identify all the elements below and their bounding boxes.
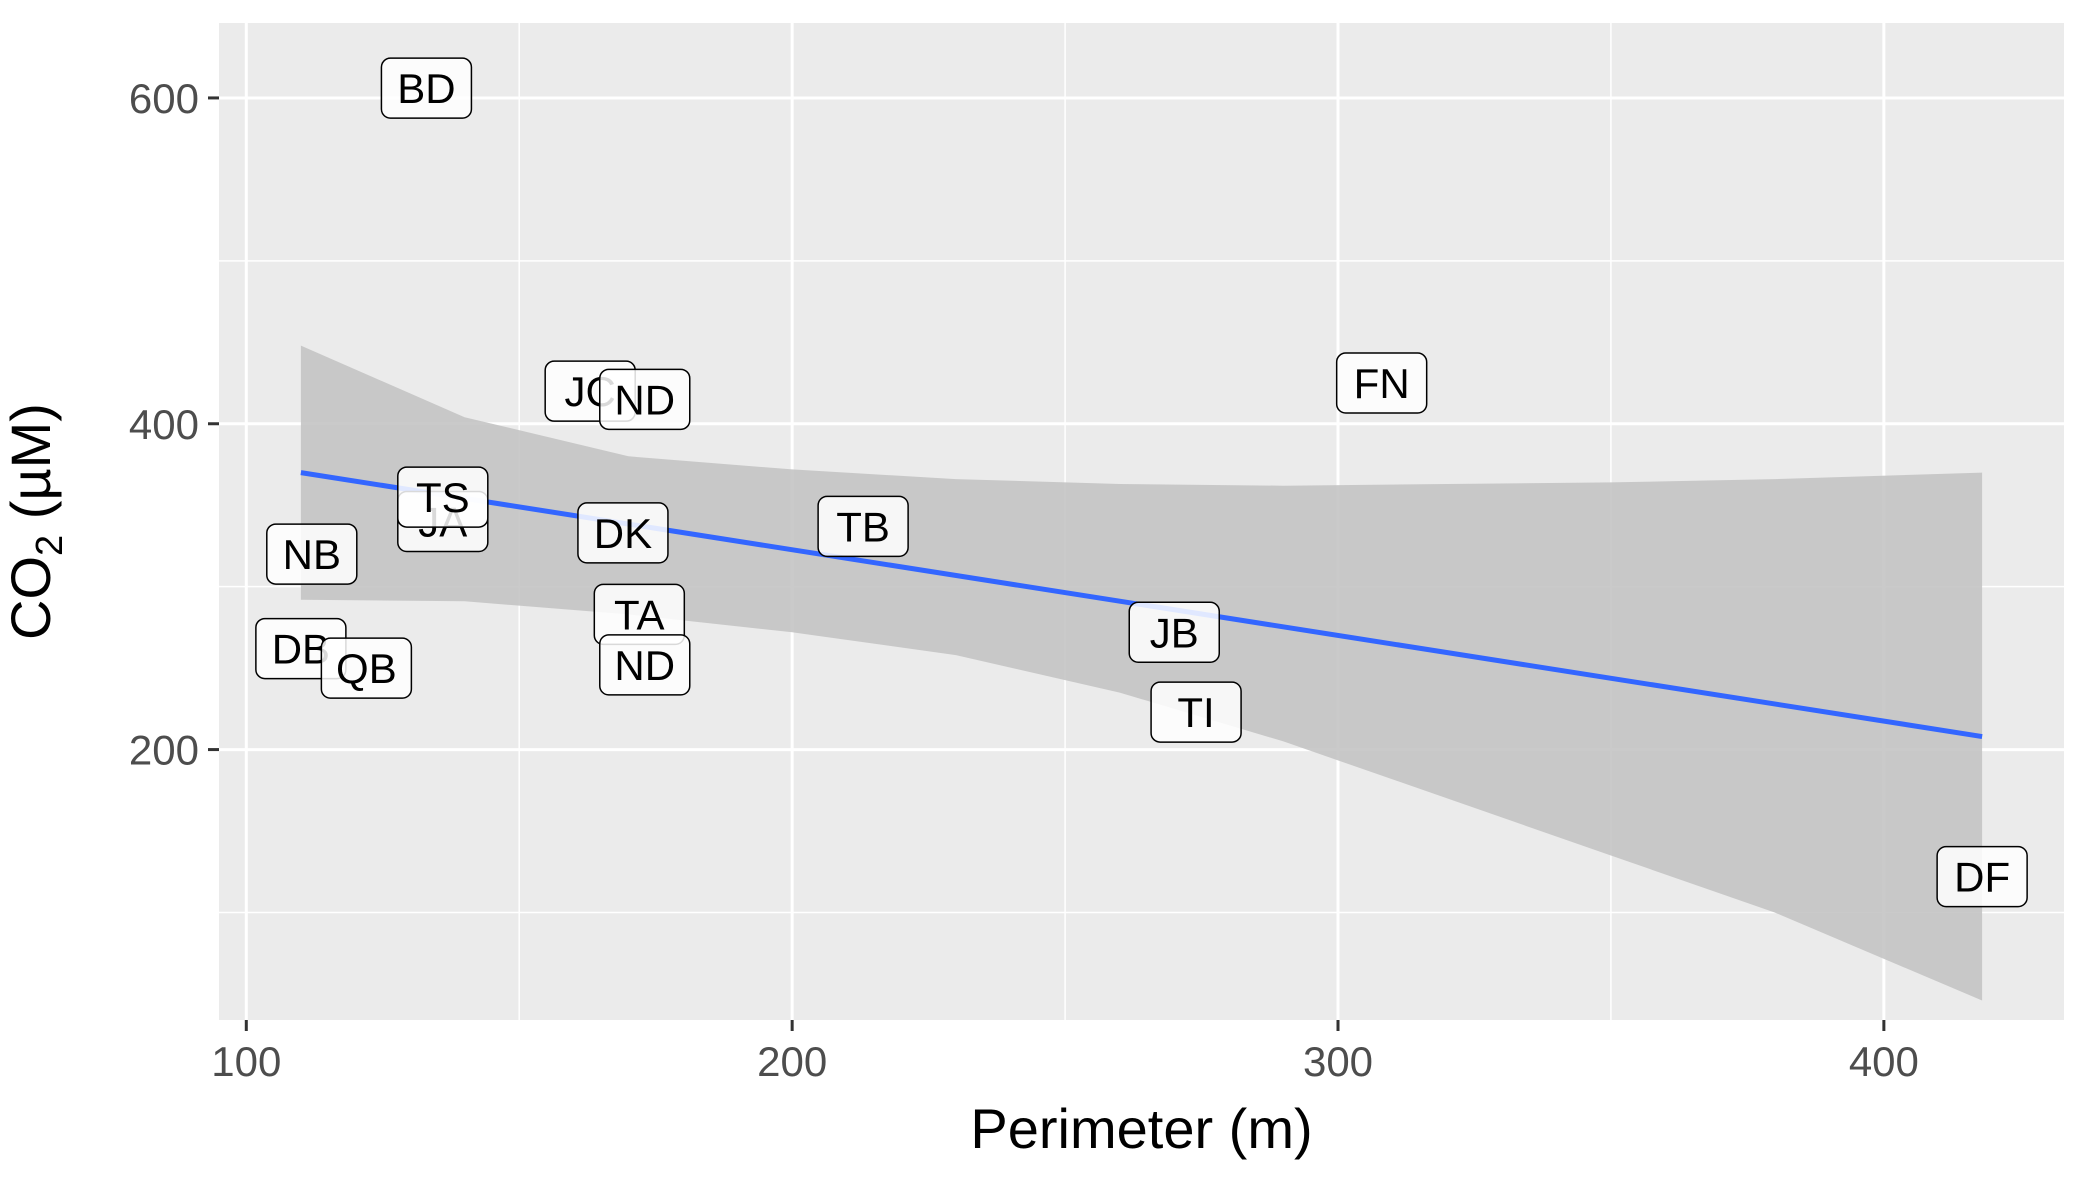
y-tick-label: 200 (129, 727, 199, 774)
x-tick-label: 200 (757, 1038, 827, 1085)
point-label-box (320, 637, 413, 699)
point-label-box (1150, 681, 1242, 743)
point-label-box (1335, 352, 1428, 414)
point-label-box (599, 368, 691, 431)
point-label-text: DK (594, 510, 652, 557)
point-label-text: TS (416, 474, 470, 521)
point-label-text: NB (283, 531, 341, 578)
data-point-7: DK (577, 502, 669, 564)
point-label-text: QB (336, 645, 397, 692)
point-label-text: JB (1150, 609, 1199, 656)
data-point-2: ND (599, 368, 691, 431)
point-label-box (380, 57, 473, 119)
point-label-text: TB (836, 503, 890, 550)
data-point-3: FN (1335, 352, 1428, 414)
point-label-text: TI (1177, 689, 1214, 736)
point-label-text: BD (397, 65, 455, 112)
y-axis-title-subscript: 2 (29, 535, 71, 556)
point-label-box (266, 523, 358, 585)
point-label-box (1936, 845, 2028, 908)
data-point-0: BD (380, 57, 473, 119)
data-point-15: DF (1936, 845, 2028, 908)
x-tick-label: 400 (1849, 1038, 1919, 1085)
data-point-9: TA (593, 583, 686, 646)
point-label-box (577, 502, 669, 564)
x-tick-label: 100 (211, 1038, 281, 1085)
y-tick-label: 600 (129, 75, 199, 122)
data-point-10: ND (599, 634, 691, 696)
y-axis-title-rest: (µM) (0, 403, 62, 535)
y-axis-title-base: CO (0, 556, 62, 640)
y-axis: 200 400 600 (129, 75, 219, 774)
x-axis-title: Perimeter (m) (970, 1097, 1312, 1160)
confidence-band (300, 345, 1983, 1001)
point-label-text: ND (614, 642, 675, 689)
point-label-text: TA (614, 591, 665, 638)
data-point-14: TI (1150, 681, 1242, 743)
x-tick-label: 300 (1303, 1038, 1373, 1085)
x-axis: 100 200 300 400 (211, 1020, 1919, 1085)
data-point-8: TB (817, 495, 909, 558)
point-label-box (599, 634, 691, 696)
point-label-box (817, 495, 909, 558)
point-label-text: DB (272, 626, 330, 673)
y-axis-title: CO2 (µM) (0, 403, 71, 640)
data-point-5: TS (397, 466, 489, 528)
point-labels: BDJCNDFNJATSNBDKTBTANDDBQBJBTIDF (255, 57, 2028, 908)
point-label-box (397, 466, 489, 528)
point-label-text: FN (1354, 360, 1410, 407)
point-label-text: ND (614, 376, 675, 423)
data-point-12: QB (320, 637, 413, 699)
y-tick-label: 400 (129, 401, 199, 448)
point-label-box (1128, 601, 1221, 664)
point-label-text: DF (1954, 854, 2010, 901)
data-point-13: JB (1128, 601, 1221, 664)
data-point-6: NB (266, 523, 358, 585)
